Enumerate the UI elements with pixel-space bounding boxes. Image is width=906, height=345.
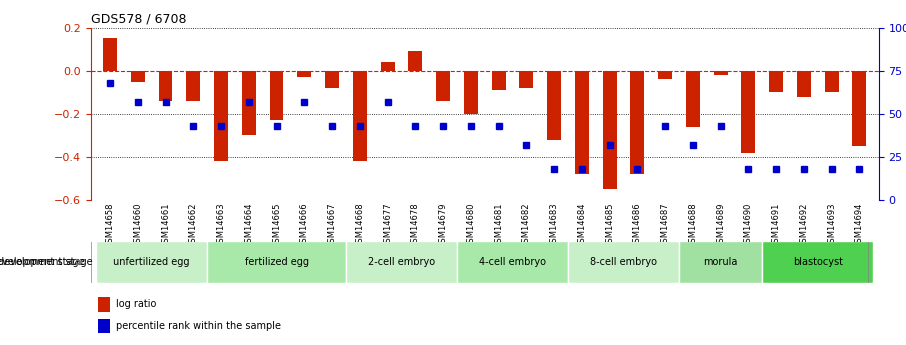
Text: GSM14666: GSM14666 [300,202,309,248]
Text: GSM14687: GSM14687 [660,202,670,248]
Bar [159,71,172,101]
Text: GDS578 / 6708: GDS578 / 6708 [91,12,186,25]
Bar [797,71,811,97]
Bar [658,71,672,79]
Text: GSM14688: GSM14688 [689,202,698,248]
Bar [436,71,450,101]
Bar [352,71,367,161]
Text: GSM14684: GSM14684 [577,202,586,248]
Bar [297,71,312,77]
Text: 8-cell embryo: 8-cell embryo [590,257,657,267]
Bar [853,71,866,146]
Text: GSM14682: GSM14682 [522,202,531,248]
Text: GSM14668: GSM14668 [355,202,364,248]
Text: morula: morula [703,257,737,267]
Text: GSM14680: GSM14680 [467,202,476,248]
Bar [325,71,339,88]
Text: GSM14660: GSM14660 [133,202,142,248]
Text: GSM14692: GSM14692 [799,202,808,248]
Bar [270,71,284,120]
Bar [602,71,617,189]
FancyBboxPatch shape [762,241,873,283]
Bar [99,319,111,333]
Text: GSM14694: GSM14694 [855,202,864,248]
Text: GSM14679: GSM14679 [439,202,448,248]
Bar [242,71,255,136]
FancyBboxPatch shape [457,241,568,283]
Bar [492,71,506,90]
Text: development stage: development stage [0,257,91,267]
Text: percentile rank within the sample: percentile rank within the sample [116,321,281,331]
FancyBboxPatch shape [207,241,346,283]
Text: GSM14665: GSM14665 [272,202,281,248]
Text: blastocyst: blastocyst [793,257,843,267]
Text: development stage: development stage [0,257,92,267]
Text: GSM14678: GSM14678 [410,202,419,248]
Bar [381,62,394,71]
Text: fertilized egg: fertilized egg [245,257,309,267]
Text: GSM14686: GSM14686 [633,202,641,248]
Text: 4-cell embryo: 4-cell embryo [479,257,546,267]
Bar [547,71,561,140]
Text: GSM14693: GSM14693 [827,202,836,248]
Text: GSM14677: GSM14677 [383,202,392,248]
FancyBboxPatch shape [568,241,679,283]
Text: GSM14685: GSM14685 [605,202,614,248]
Text: unfertilized egg: unfertilized egg [113,257,190,267]
Text: GSM14691: GSM14691 [772,202,781,248]
FancyBboxPatch shape [96,241,207,283]
Bar [130,71,145,81]
Text: GSM14662: GSM14662 [188,202,198,248]
Text: log ratio: log ratio [116,299,156,309]
Text: GSM14664: GSM14664 [245,202,254,248]
Text: GSM14690: GSM14690 [744,202,753,248]
Bar [631,71,644,174]
Bar [103,38,117,71]
Bar [519,71,534,88]
Text: GSM14683: GSM14683 [550,202,559,248]
Text: GSM14661: GSM14661 [161,202,170,248]
Bar [686,71,699,127]
FancyBboxPatch shape [346,241,457,283]
Bar [824,71,839,92]
Bar [409,51,422,71]
Bar [187,71,200,101]
Text: GSM14658: GSM14658 [105,202,114,248]
Bar [464,71,477,114]
Text: GSM14681: GSM14681 [494,202,503,248]
Bar [741,71,756,152]
Text: GSM14667: GSM14667 [328,202,336,248]
Bar [714,71,728,75]
Bar [575,71,589,174]
Bar [99,297,111,312]
FancyBboxPatch shape [679,241,762,283]
Bar [214,71,228,161]
Text: GSM14663: GSM14663 [217,202,226,248]
Bar [769,71,783,92]
Text: 2-cell embryo: 2-cell embryo [368,257,435,267]
Text: GSM14689: GSM14689 [716,202,725,248]
